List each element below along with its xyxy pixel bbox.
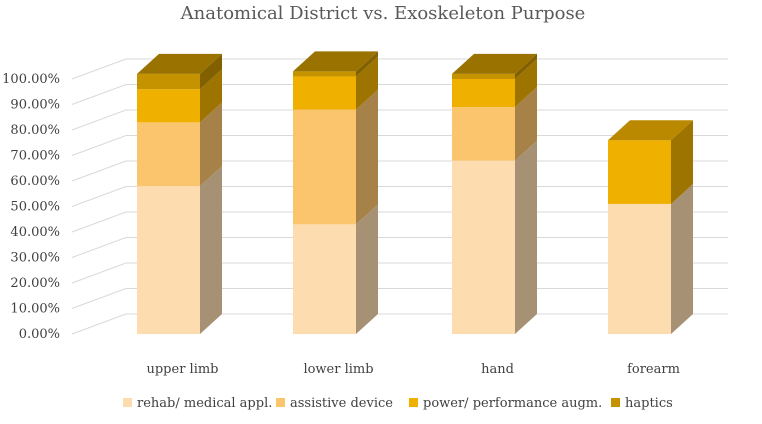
bar-segment-side — [356, 89, 378, 225]
bar-segment — [293, 109, 356, 225]
legend-label: haptics — [625, 396, 673, 411]
bar-top — [608, 120, 693, 141]
bar-segment-side — [356, 51, 378, 77]
x-axis: upper limb lower limb hand forearm — [146, 362, 679, 377]
bar-segment-side — [671, 183, 693, 334]
bar-segment — [452, 160, 515, 334]
y-tick-label: 10.00% — [10, 302, 60, 317]
legend-swatch — [123, 398, 132, 407]
bar-segment — [452, 73, 515, 79]
bar-segment-side — [356, 56, 378, 110]
bar-top — [452, 53, 537, 74]
bars — [137, 51, 693, 334]
bar-segment-side — [515, 59, 537, 108]
bar-top — [293, 51, 378, 72]
y-tick-label: 80.00% — [10, 123, 60, 138]
category-label: forearm — [627, 362, 680, 377]
bar-segment-side — [200, 166, 222, 334]
y-axis: 0.00% 10.00% 20.00% 30.00% 40.00% 50.00% 60.00… — [2, 72, 60, 342]
legend-swatch — [409, 398, 418, 407]
chart-title: Anatomical District vs. Exoskeleton Purp… — [180, 3, 586, 24]
legend: rehab/ medical appl. assistive device powe… — [123, 396, 673, 411]
bar-segment-side — [671, 120, 693, 204]
bar-segment-side — [200, 69, 222, 123]
legend-label: power/ performance augm. — [423, 396, 602, 411]
y-tick-label: 20.00% — [10, 276, 60, 291]
y-tick-label: 70.00% — [10, 149, 60, 164]
legend-swatch — [611, 398, 620, 407]
bar-segment — [293, 224, 356, 334]
y-tick-label: 30.00% — [10, 251, 60, 266]
bar-segment-side — [356, 204, 378, 334]
category-label: lower limb — [303, 362, 373, 377]
bar-segment-side — [200, 53, 222, 90]
y-tick-label: 40.00% — [10, 225, 60, 240]
legend-label: assistive device — [290, 396, 393, 411]
y-tick-label: 0.00% — [19, 327, 60, 342]
bar-segment — [293, 71, 356, 77]
bar-segment — [452, 79, 515, 108]
legend-swatch — [276, 398, 285, 407]
bar-segment — [608, 140, 671, 204]
bar-segment-side — [515, 53, 537, 79]
bar-top — [137, 53, 222, 74]
bar-segment — [452, 107, 515, 161]
category-label: hand — [481, 362, 514, 377]
bar-segment — [137, 89, 200, 123]
bar-segment — [293, 76, 356, 110]
bar-segment — [137, 73, 200, 90]
category-label: upper limb — [146, 362, 218, 377]
bar-segment — [608, 203, 671, 334]
bar-segment — [137, 186, 200, 334]
bar-segment-side — [515, 140, 537, 334]
y-tick-label: 50.00% — [10, 200, 60, 215]
bar-segment-side — [515, 87, 537, 161]
y-tick-label: 60.00% — [10, 174, 60, 189]
legend-label: rehab/ medical appl. — [137, 396, 272, 411]
y-tick-label: 100.00% — [2, 72, 60, 87]
bar-segment — [137, 122, 200, 187]
y-tick-label: 90.00% — [10, 98, 60, 113]
bar-segment-side — [200, 102, 222, 187]
